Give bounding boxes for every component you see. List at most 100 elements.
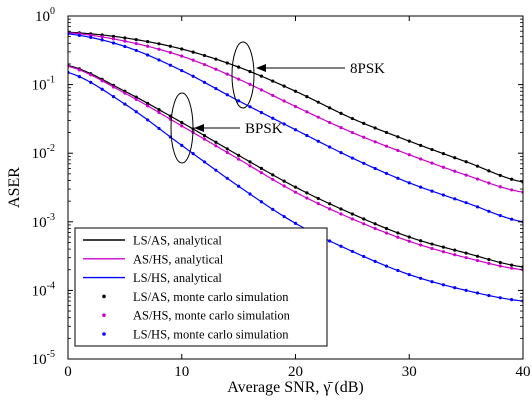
series-point-1 [475, 177, 480, 181]
series-point-3 [339, 207, 343, 211]
series-point-2 [441, 193, 445, 197]
series-point-2 [487, 209, 491, 213]
series-point-0 [123, 36, 127, 40]
series-point-5 [464, 288, 468, 292]
y-tick-label: 10-1 [32, 75, 55, 94]
series-point-1 [430, 161, 434, 165]
series-point-0 [293, 89, 298, 93]
series-point-2 [453, 197, 457, 201]
series-point-2 [214, 86, 218, 91]
series-point-3 [305, 191, 309, 195]
series-point-5 [100, 87, 104, 91]
series-point-3 [430, 242, 434, 246]
series-point-3 [487, 257, 491, 262]
series-point-0 [259, 74, 263, 78]
series-point-1 [168, 50, 172, 55]
series-point-1 [316, 115, 320, 119]
series-point-5 [293, 221, 298, 225]
series-point-5 [430, 280, 434, 284]
series-point-4 [89, 73, 93, 77]
series-point-4 [305, 196, 309, 200]
series-point-2 [293, 128, 298, 132]
series-point-5 [339, 244, 343, 248]
legend-dot-swatch [102, 313, 106, 318]
series-point-5 [123, 102, 127, 106]
series-point-2 [498, 213, 502, 218]
legend-label: LS/HS, analytical [133, 271, 222, 285]
y-tick-label: 10-4 [32, 280, 55, 299]
series-point-1 [248, 82, 252, 86]
series-point-3 [464, 251, 468, 255]
series-point-4 [123, 91, 127, 95]
series-point-0 [146, 40, 150, 44]
x-tick-label: 20 [288, 364, 303, 380]
x-tick-label: 0 [64, 364, 72, 380]
series-point-2 [407, 181, 411, 185]
y-tick-label: 10-2 [32, 143, 55, 162]
series-point-3 [248, 160, 252, 164]
series-point-2 [202, 80, 207, 84]
y-tick-label: 10-3 [32, 212, 55, 231]
ticks-layer: 0 10 20 30 40 100 10-1 10-2 10-3 10-4 10-5 [32, 6, 531, 380]
series-point-2 [271, 116, 275, 120]
series-point-4 [384, 231, 389, 235]
series-point-5 [475, 291, 480, 295]
series-point-0 [305, 94, 309, 99]
series-point-1 [282, 99, 286, 103]
series-point-1 [293, 104, 298, 109]
series-point-5 [453, 286, 457, 290]
arrow-head [194, 124, 204, 132]
series-point-4 [339, 212, 343, 216]
series-point-0 [453, 156, 457, 160]
series-point-1 [384, 144, 389, 148]
series-point-5 [89, 80, 93, 85]
series-point-1 [407, 153, 411, 157]
series-point-3 [350, 212, 354, 216]
series-point-2 [305, 133, 309, 138]
series-point-0 [134, 38, 138, 42]
series-point-5 [202, 160, 207, 164]
series-point-1 [419, 157, 423, 161]
series-point-5 [157, 126, 161, 131]
series-point-2 [316, 139, 320, 143]
legend-label: AS/HS, analytical [133, 252, 224, 266]
series-point-5 [191, 152, 195, 156]
series-point-0 [225, 61, 229, 65]
series-point-1 [396, 148, 400, 153]
series-point-3 [498, 260, 502, 265]
series-point-0 [362, 121, 366, 125]
series-point-3 [396, 231, 400, 235]
series-point-3 [373, 222, 377, 226]
series-point-2 [464, 201, 468, 205]
series-point-4 [464, 256, 468, 260]
series-point-3 [259, 166, 263, 170]
series-point-1 [89, 33, 93, 37]
x-tick-label: 30 [402, 364, 417, 380]
x-tick-label: 40 [516, 364, 531, 380]
series-point-4 [237, 157, 241, 161]
series-point-2 [180, 69, 184, 73]
series-point-2 [146, 53, 150, 57]
series-point-5 [487, 293, 491, 298]
series-point-1 [498, 185, 502, 189]
series-point-5 [146, 118, 150, 122]
series-point-5 [498, 296, 502, 300]
annotation-ellipse [170, 92, 194, 164]
series-point-4 [350, 217, 354, 221]
y-tick-label: 100 [35, 6, 55, 25]
series-point-4 [316, 201, 320, 206]
legend-label: LS/HS, monte carlo simulation [133, 328, 289, 342]
series-point-3 [407, 235, 411, 239]
series-point-1 [305, 110, 309, 114]
series-point-5 [111, 95, 116, 99]
series-point-3 [146, 101, 150, 105]
series-point-5 [373, 259, 377, 263]
series-point-0 [328, 106, 332, 110]
x-axis-label: Average SNR, γ̄ (dB) [227, 379, 364, 396]
series-point-0 [407, 139, 411, 143]
series-point-5 [271, 207, 275, 211]
series-point-4 [293, 190, 298, 194]
series-point-4 [259, 171, 263, 175]
series-point-1 [225, 72, 229, 76]
